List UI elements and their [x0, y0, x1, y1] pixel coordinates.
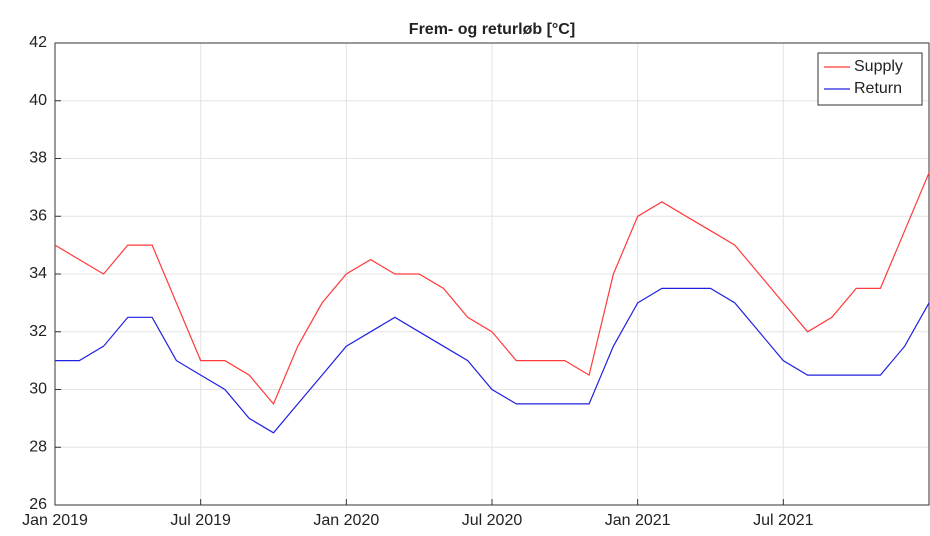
line — [55, 287, 930, 434]
x-tick-label: Jul 2019 — [170, 512, 231, 529]
x-tick-label: Jul 2021 — [753, 512, 814, 529]
x-tick-label: Jan 2020 — [313, 512, 379, 529]
y-tick-label: 34 — [29, 265, 47, 282]
y-tick-label: 36 — [29, 207, 47, 224]
legend-box — [817, 52, 923, 106]
y-tick-label: 38 — [29, 150, 47, 167]
x-tick-label: Jan 2021 — [605, 512, 671, 529]
y-tick-label: 40 — [29, 92, 47, 109]
plot-frame — [54, 42, 930, 506]
legend-label: Supply — [854, 58, 903, 75]
x-tick-label: Jan 2019 — [22, 512, 88, 529]
legend: Supply Return — [817, 52, 923, 106]
legend-label: Return — [854, 80, 902, 97]
y-tick-label: 32 — [29, 323, 47, 340]
x-tick-label: Jul 2020 — [462, 512, 523, 529]
y-tick-label: 30 — [29, 381, 47, 398]
line — [54, 172, 930, 406]
y-tick-label: 26 — [29, 496, 47, 513]
y-tick-label: 28 — [29, 438, 47, 455]
chart-title: Frem- og returløb [°C] — [409, 21, 575, 38]
y-tick-label: 42 — [29, 34, 47, 51]
